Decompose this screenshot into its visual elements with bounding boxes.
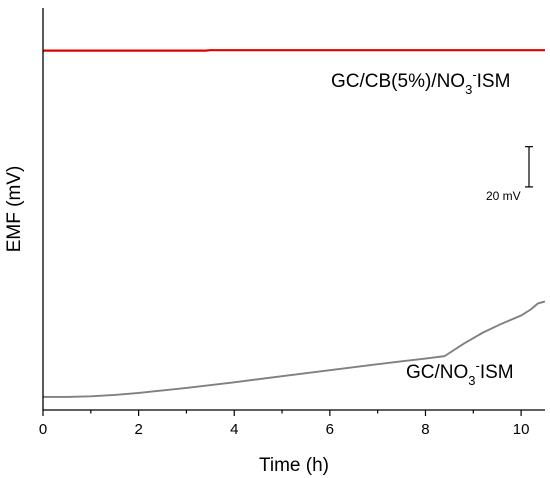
series-line-gc [43,300,546,398]
axes: 0 2 4 6 8 10 [39,8,545,438]
x-axis-title: Time (h) [259,455,329,476]
y-axis-title: EMF (mV) [4,166,25,253]
series-label-gc-cb: GC/CB(5%)/NO3-ISM [331,67,510,97]
x-tick-label: 0 [39,421,47,438]
plot-lines [43,49,546,398]
scale-bar [525,146,533,188]
x-tick-label: 4 [230,421,238,438]
x-tick-label: 8 [421,421,429,438]
x-tick-label: 10 [513,421,530,438]
x-tick-label: 6 [326,421,334,438]
series-label-gc: GC/NO3-ISM [406,358,514,388]
scale-bar-label: 20 mV [486,189,521,203]
x-ticks: 0 2 4 6 8 10 [39,410,530,438]
x-tick-label: 2 [134,421,142,438]
